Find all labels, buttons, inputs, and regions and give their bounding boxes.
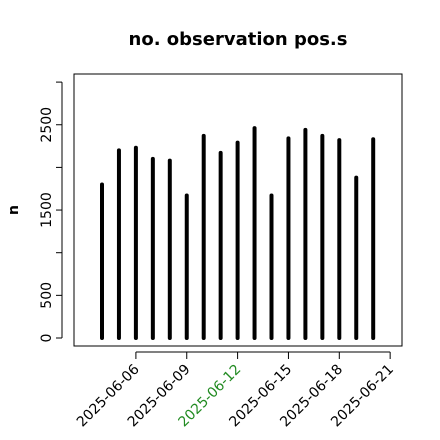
plot-frame <box>73 73 403 347</box>
bar-series <box>100 126 376 340</box>
y-tick-label: 2500 <box>39 107 55 143</box>
y-tick-label: 0 <box>39 334 55 343</box>
chart-title: no. observation pos.s <box>129 29 348 50</box>
y-axis: 0 500 1500 2500 <box>39 81 63 343</box>
y-axis-label: n <box>6 205 22 215</box>
y-tick-label: 500 <box>39 282 55 309</box>
x-axis: 2025-06-062025-06-092025-06-122025-06-15… <box>74 351 397 430</box>
y-tick-label: 1500 <box>39 192 55 228</box>
